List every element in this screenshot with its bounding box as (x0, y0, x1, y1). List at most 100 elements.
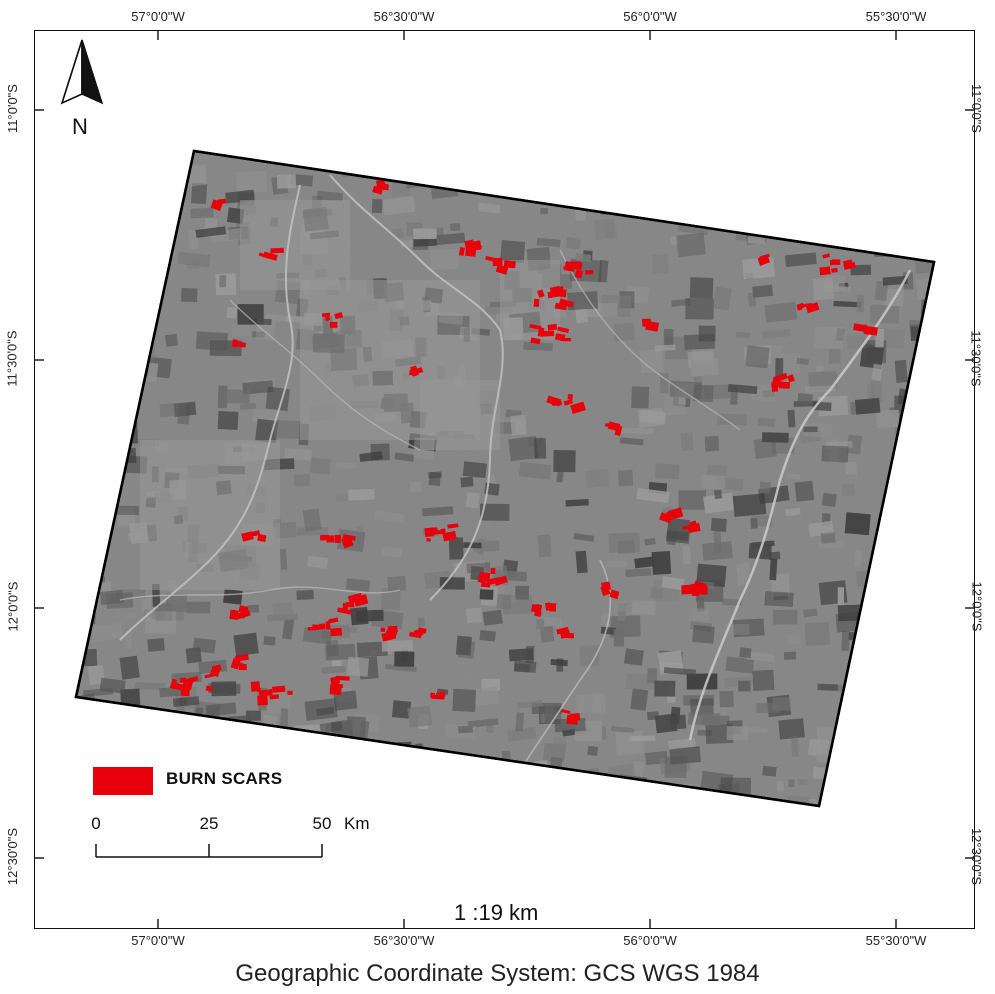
field-patch (213, 791, 245, 801)
field-patch (657, 187, 680, 200)
field-patch (596, 163, 605, 182)
field-patch (87, 239, 100, 258)
field-patch (525, 776, 554, 790)
burn-scar (689, 520, 698, 528)
field-patch (80, 701, 88, 718)
burn-scar (257, 533, 267, 543)
burn-scar (779, 381, 791, 389)
field-patch (697, 177, 716, 200)
field-patch (507, 788, 529, 806)
burn-scar (642, 318, 648, 327)
field-patch (898, 701, 922, 713)
burn-scar (683, 583, 697, 593)
field-patch (425, 768, 452, 779)
field-patch (855, 164, 868, 178)
field-patch (417, 805, 440, 806)
field-patch (912, 454, 934, 468)
field-patch (153, 739, 184, 752)
field-patch (883, 749, 912, 761)
field-patch (864, 222, 873, 230)
burn-scar (234, 653, 249, 662)
burn-scar (347, 592, 363, 604)
field-patch (332, 738, 345, 762)
burn-scar (561, 632, 575, 639)
burn-scar (169, 678, 178, 690)
burn-scar (566, 714, 579, 725)
field-patch (902, 529, 920, 543)
scale-bar (95, 844, 323, 858)
field-patch (698, 206, 731, 223)
burn-scar (250, 681, 261, 692)
field-patch (192, 730, 209, 738)
satellite-scene (74, 149, 936, 808)
field-patch (84, 492, 101, 510)
field-patch (879, 668, 911, 682)
field-patch (177, 744, 207, 763)
field-patch (106, 151, 130, 162)
field-patch (601, 177, 634, 197)
field-patch (267, 732, 275, 741)
field-patch (78, 492, 87, 505)
field-patch (477, 758, 485, 775)
field-patch (461, 774, 482, 789)
field-patch (510, 792, 532, 801)
field-patch (867, 683, 901, 707)
field-patch (78, 575, 92, 586)
field-patch (898, 199, 929, 219)
burn-scar (345, 602, 355, 608)
field-patch (105, 251, 129, 266)
field-patch (787, 210, 805, 235)
field-patch (808, 181, 818, 197)
burn-scar (645, 320, 659, 332)
field-patch (140, 332, 150, 355)
field-patch (105, 347, 117, 362)
field-patch (301, 803, 311, 806)
lat-label-right: 12°0'0"S (969, 581, 985, 632)
field-patch (93, 731, 128, 753)
burn-scar (605, 423, 616, 427)
field-patch (520, 182, 541, 200)
field-patch (932, 472, 934, 490)
field-patch (346, 165, 364, 174)
burn-scar (262, 251, 278, 261)
field-patch (493, 770, 527, 789)
field-patch (453, 782, 475, 794)
field-patch (880, 547, 888, 557)
burn-scar (269, 694, 280, 700)
burn-scar (182, 679, 194, 691)
field-patch (867, 589, 899, 604)
field-patch (866, 583, 883, 592)
field-patch (839, 156, 871, 174)
burn-scar (245, 535, 250, 540)
field-patch (371, 804, 399, 806)
field-patch (863, 179, 873, 191)
burn-scar (567, 394, 573, 400)
field-patch (903, 671, 915, 690)
field-patch (86, 535, 108, 549)
field-patch (907, 486, 918, 508)
field-patch (456, 171, 489, 186)
field-patch (846, 697, 865, 708)
lat-label-right: 12°30'0"S (969, 827, 985, 886)
lon-label-bottom: 57°0'0"W (131, 933, 185, 948)
burn-scar (258, 252, 266, 258)
burn-scar (831, 267, 838, 273)
field-patch (882, 744, 912, 759)
field-patch (919, 695, 934, 709)
field-patch (920, 336, 930, 355)
field-patch (840, 170, 874, 184)
burn-scar (557, 326, 570, 334)
burn-scar (232, 340, 247, 348)
field-patch (854, 754, 878, 780)
burn-scar (435, 690, 446, 699)
burn-scar (238, 605, 249, 614)
field-patch (170, 788, 181, 802)
burn-scar (417, 627, 427, 634)
burn-scar (250, 530, 261, 537)
burn-scar (257, 695, 268, 706)
burn-scar (682, 526, 689, 530)
lat-label-left: 11°0'0"S (4, 84, 20, 133)
burn-scar (533, 298, 540, 307)
field-patch (836, 733, 860, 746)
field-patch (493, 164, 517, 187)
